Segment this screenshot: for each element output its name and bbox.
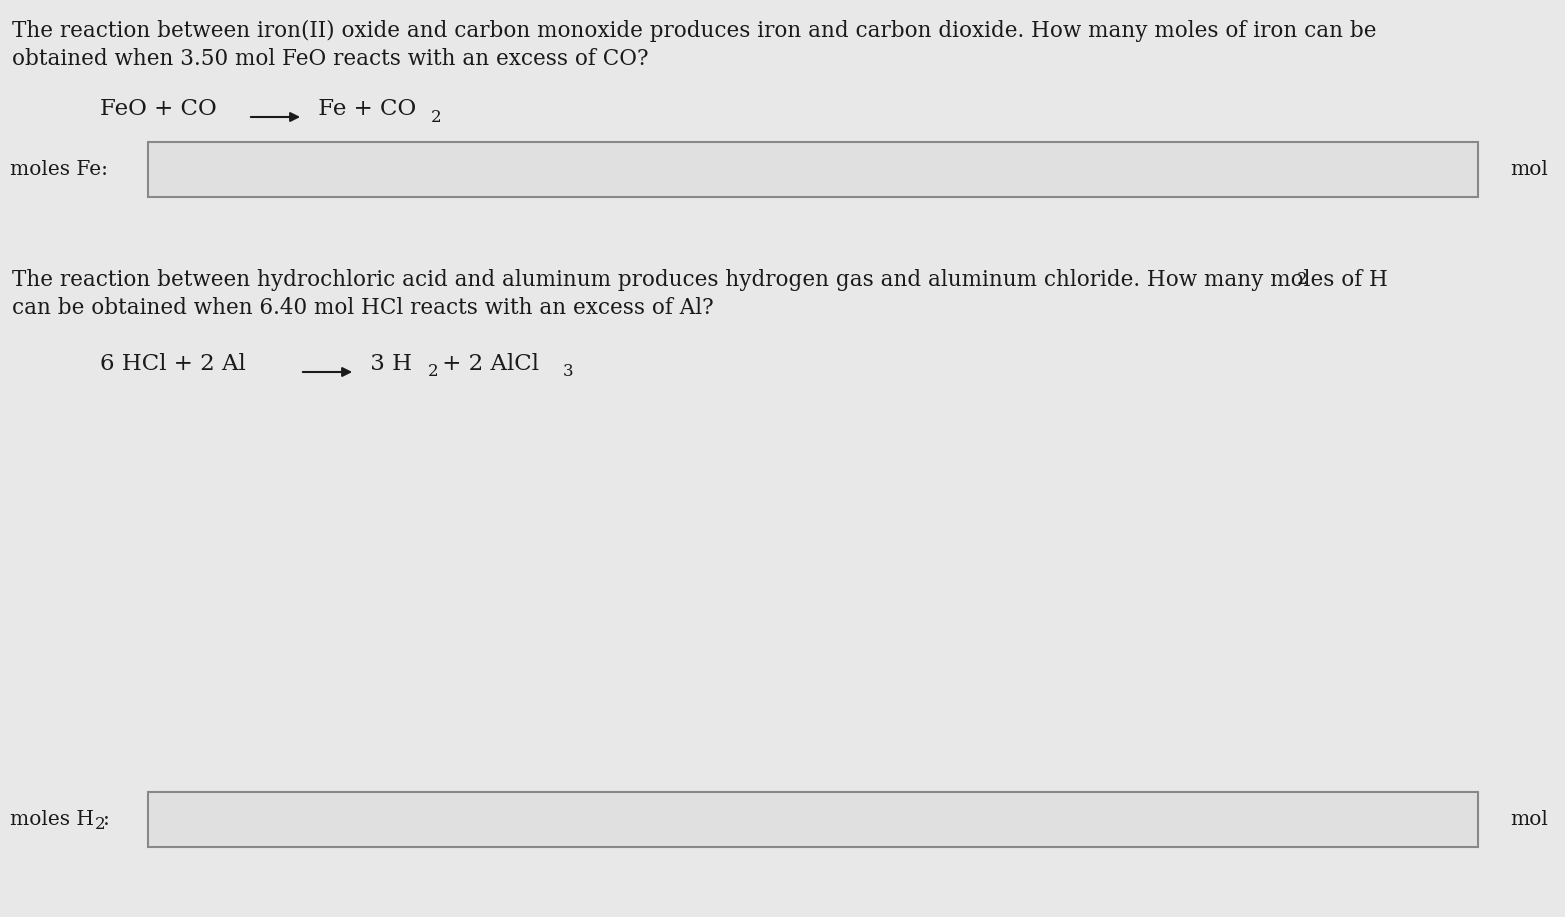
Text: 6 HCl + 2 Al: 6 HCl + 2 Al [100, 353, 254, 375]
Text: moles Fe:: moles Fe: [9, 160, 108, 179]
FancyBboxPatch shape [149, 142, 1477, 197]
Text: 3 H: 3 H [363, 353, 412, 375]
Text: obtained when 3.50 mol FeO reacts with an excess of CO?: obtained when 3.50 mol FeO reacts with a… [13, 48, 648, 70]
Text: Fe + CO: Fe + CO [311, 98, 416, 120]
Text: mol: mol [1510, 810, 1548, 829]
Text: 3: 3 [563, 363, 574, 381]
Text: FeO + CO: FeO + CO [100, 98, 224, 120]
Text: :: : [103, 810, 110, 829]
Text: 2: 2 [1297, 271, 1308, 288]
Text: mol: mol [1510, 160, 1548, 179]
Text: 2: 2 [430, 108, 441, 126]
Text: 2: 2 [95, 816, 105, 833]
FancyBboxPatch shape [149, 792, 1477, 847]
Text: can be obtained when 6.40 mol HCl reacts with an excess of Al?: can be obtained when 6.40 mol HCl reacts… [13, 297, 714, 319]
Text: + 2 AlCl: + 2 AlCl [435, 353, 538, 375]
Text: 2: 2 [427, 363, 438, 381]
Text: moles H: moles H [9, 810, 94, 829]
Text: The reaction between hydrochloric acid and aluminum produces hydrogen gas and al: The reaction between hydrochloric acid a… [13, 269, 1388, 291]
Text: The reaction between iron(II) oxide and carbon monoxide produces iron and carbon: The reaction between iron(II) oxide and … [13, 20, 1377, 42]
